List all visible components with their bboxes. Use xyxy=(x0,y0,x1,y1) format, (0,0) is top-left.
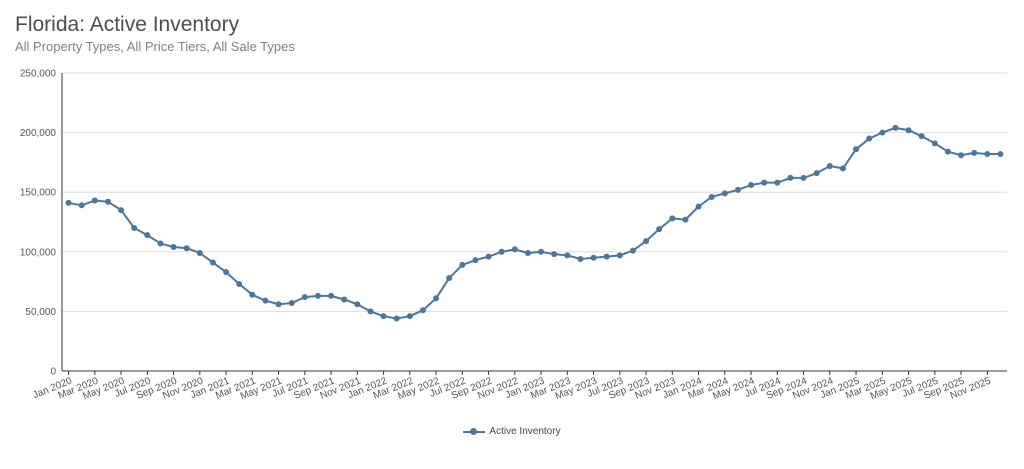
data-point[interactable] xyxy=(564,252,571,259)
data-point[interactable] xyxy=(918,133,925,140)
data-point[interactable] xyxy=(853,146,860,153)
data-point[interactable] xyxy=(944,148,951,155)
data-point[interactable] xyxy=(971,149,978,156)
chart-subtitle: All Property Types, All Price Tiers, All… xyxy=(15,39,295,54)
data-point[interactable] xyxy=(498,248,505,255)
data-point[interactable] xyxy=(787,174,794,181)
data-point[interactable] xyxy=(708,193,715,200)
data-point[interactable] xyxy=(419,307,426,314)
chart-title: Florida: Active Inventory xyxy=(15,13,240,36)
data-point[interactable] xyxy=(170,244,177,251)
data-point[interactable] xyxy=(196,249,203,256)
data-point[interactable] xyxy=(551,251,558,258)
data-point[interactable] xyxy=(275,301,282,308)
data-point[interactable] xyxy=(78,202,85,209)
data-point[interactable] xyxy=(472,257,479,264)
data-point[interactable] xyxy=(748,182,755,189)
data-point[interactable] xyxy=(367,308,374,315)
data-point[interactable] xyxy=(328,292,335,299)
gridlines xyxy=(62,72,1007,312)
data-point[interactable] xyxy=(406,313,413,320)
data-point[interactable] xyxy=(314,292,321,299)
legend: Active Inventory xyxy=(0,426,1024,440)
legend-label: Active Inventory xyxy=(489,426,561,437)
data-point[interactable] xyxy=(800,174,807,181)
data-point[interactable] xyxy=(643,238,650,245)
data-point[interactable] xyxy=(682,216,689,223)
data-point[interactable] xyxy=(879,129,886,136)
data-point[interactable] xyxy=(629,247,636,254)
data-point[interactable] xyxy=(577,255,584,262)
data-point[interactable] xyxy=(892,124,899,131)
data-point[interactable] xyxy=(590,254,597,261)
y-tick-label: 100,000 xyxy=(20,247,57,258)
data-point[interactable] xyxy=(380,313,387,320)
data-point[interactable] xyxy=(931,140,938,147)
data-point[interactable] xyxy=(236,280,243,287)
data-point[interactable] xyxy=(839,165,846,172)
data-point[interactable] xyxy=(866,135,873,142)
data-point[interactable] xyxy=(459,261,466,268)
data-point[interactable] xyxy=(118,207,125,214)
y-tick-label: 250,000 xyxy=(20,69,57,80)
data-point[interactable] xyxy=(131,224,138,231)
data-point[interactable] xyxy=(603,253,610,260)
data-point[interactable] xyxy=(616,252,623,259)
data-point[interactable] xyxy=(524,249,531,256)
y-tick-label: 200,000 xyxy=(20,128,57,139)
data-point[interactable] xyxy=(669,215,676,222)
data-point[interactable] xyxy=(91,197,98,204)
data-point[interactable] xyxy=(656,226,663,233)
data-point[interactable] xyxy=(262,297,269,304)
data-point[interactable] xyxy=(301,294,308,301)
data-point[interactable] xyxy=(446,275,453,282)
y-tick-label: 150,000 xyxy=(20,188,57,199)
data-point[interactable] xyxy=(826,162,833,169)
data-point[interactable] xyxy=(695,203,702,210)
data-point[interactable] xyxy=(813,170,820,177)
data-point[interactable] xyxy=(761,179,768,186)
series-line xyxy=(68,126,1001,320)
data-point[interactable] xyxy=(223,269,230,276)
data-point[interactable] xyxy=(485,253,492,260)
data-point[interactable] xyxy=(433,295,440,302)
data-point[interactable] xyxy=(958,152,965,159)
data-point[interactable] xyxy=(144,232,151,239)
data-point[interactable] xyxy=(209,259,216,266)
data-point[interactable] xyxy=(721,190,728,197)
data-point[interactable] xyxy=(774,179,781,186)
data-point[interactable] xyxy=(183,245,190,252)
series-active-inventory xyxy=(65,124,1004,322)
data-point[interactable] xyxy=(511,246,518,253)
data-point[interactable] xyxy=(393,315,400,322)
data-point[interactable] xyxy=(157,240,164,247)
data-point[interactable] xyxy=(734,186,741,193)
data-point[interactable] xyxy=(538,248,545,255)
y-tick-label: 0 xyxy=(50,367,56,378)
data-point[interactable] xyxy=(354,301,361,308)
data-point[interactable] xyxy=(288,300,295,307)
legend-swatch-icon xyxy=(463,427,486,437)
data-point[interactable] xyxy=(905,127,912,134)
data-point[interactable] xyxy=(984,151,991,158)
y-tick-label: 50,000 xyxy=(25,307,56,318)
data-point[interactable] xyxy=(65,199,72,206)
legend-item-active-inventory[interactable]: Active Inventory xyxy=(463,426,561,437)
y-axis: 0 50,000 100,000 150,000 200,000 250,000 xyxy=(20,69,63,378)
data-point[interactable] xyxy=(249,291,256,298)
data-point[interactable] xyxy=(997,151,1004,158)
data-point[interactable] xyxy=(341,296,348,303)
data-point[interactable] xyxy=(104,198,111,205)
